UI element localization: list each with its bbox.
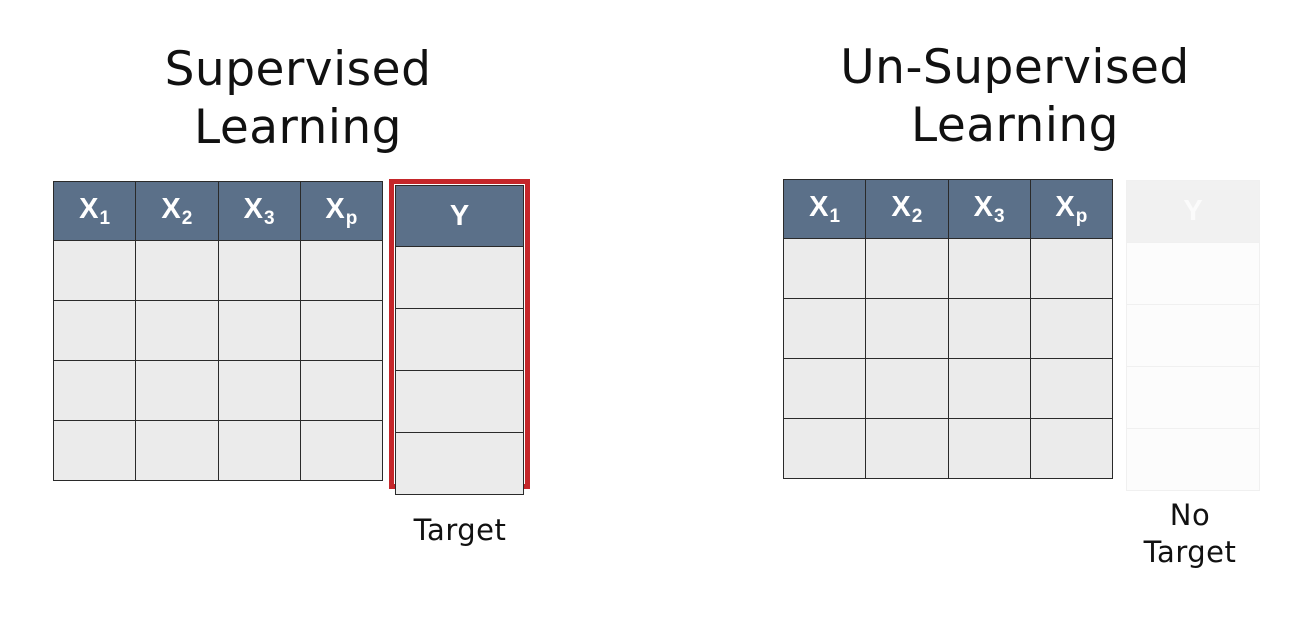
feature-header-x2: X2 <box>135 181 219 241</box>
unsupervised-caption: No Target <box>1110 497 1270 571</box>
supervised-feature-table: X1 X2 X3 Xp <box>52 181 384 481</box>
unsupervised-caption-line-2: Target <box>1143 535 1237 569</box>
table-cell <box>135 420 219 481</box>
table-row <box>395 370 524 433</box>
table-cell <box>395 432 524 495</box>
table-cell <box>947 358 1031 419</box>
unsupervised-title-line-2: Learning <box>910 98 1120 153</box>
table-cell <box>395 308 524 371</box>
table-cell <box>135 360 219 421</box>
table-cell <box>52 240 137 301</box>
supervised-caption: Target <box>380 512 540 549</box>
table-row <box>395 308 524 371</box>
table-row <box>52 420 384 481</box>
table-row <box>395 246 524 309</box>
table-cell <box>395 246 524 309</box>
table-cell <box>782 298 867 359</box>
table-row <box>782 298 1114 359</box>
feature-header-x1: X1 <box>782 179 867 239</box>
table-cell <box>1126 242 1260 305</box>
table-cell <box>217 300 301 361</box>
table-cell <box>782 238 867 299</box>
table-cell <box>217 240 301 301</box>
table-cell <box>782 358 867 419</box>
table-cell <box>52 420 137 481</box>
table-cell <box>1126 428 1260 491</box>
table-cell <box>947 298 1031 359</box>
table-cell <box>1029 418 1114 479</box>
table-cell <box>217 360 301 421</box>
table-cell <box>299 420 384 481</box>
table-cell <box>52 300 137 361</box>
table-row <box>52 300 384 361</box>
table-row <box>782 238 1114 299</box>
table-cell <box>865 298 949 359</box>
table-row <box>395 432 524 495</box>
table-cell <box>299 240 384 301</box>
table-cell <box>1126 304 1260 367</box>
feature-header-xp: Xp <box>1029 179 1114 239</box>
supervised-title-line-1: Supervised <box>164 42 432 97</box>
table-row <box>1126 242 1260 305</box>
supervised-caption-line-1: Target <box>413 513 507 547</box>
table-cell <box>299 300 384 361</box>
supervised-title-line-2: Learning <box>193 100 403 155</box>
unsupervised-feature-table: X1 X2 X3 Xp <box>782 179 1114 479</box>
table-row <box>1126 304 1260 367</box>
table-cell <box>52 360 137 421</box>
table-row <box>1126 366 1260 429</box>
table-row <box>52 360 384 421</box>
feature-header-x2: X2 <box>865 179 949 239</box>
table-row <box>782 418 1114 479</box>
table-cell <box>299 360 384 421</box>
target-header-y: Y <box>395 185 524 247</box>
unsupervised-caption-line-1: No <box>1169 498 1211 532</box>
table-cell <box>865 418 949 479</box>
table-cell <box>1029 298 1114 359</box>
feature-header-x3: X3 <box>217 181 301 241</box>
unsupervised-title: Un-Supervised Learning <box>815 39 1215 155</box>
table-cell <box>865 238 949 299</box>
table-cell <box>1126 366 1260 429</box>
unsupervised-title-line-1: Un-Supervised <box>840 40 1190 95</box>
table-row <box>782 358 1114 419</box>
target-column-highlight: Y <box>389 179 530 495</box>
table-cell <box>135 240 219 301</box>
table-row <box>1126 428 1260 491</box>
faded-target-column: Y <box>1126 180 1260 491</box>
table-cell <box>395 370 524 433</box>
table-cell <box>1029 238 1114 299</box>
table-cell <box>947 238 1031 299</box>
table-cell <box>1029 358 1114 419</box>
table-cell <box>865 358 949 419</box>
table-row <box>52 240 384 301</box>
supervised-title: Supervised Learning <box>98 41 498 157</box>
table-cell <box>217 420 301 481</box>
feature-header-xp: Xp <box>299 181 384 241</box>
target-column-table: Y <box>395 185 524 495</box>
faded-target-header-y: Y <box>1126 180 1260 243</box>
feature-header-x3: X3 <box>947 179 1031 239</box>
table-cell <box>782 418 867 479</box>
table-cell <box>947 418 1031 479</box>
feature-header-x1: X1 <box>52 181 137 241</box>
table-cell <box>135 300 219 361</box>
